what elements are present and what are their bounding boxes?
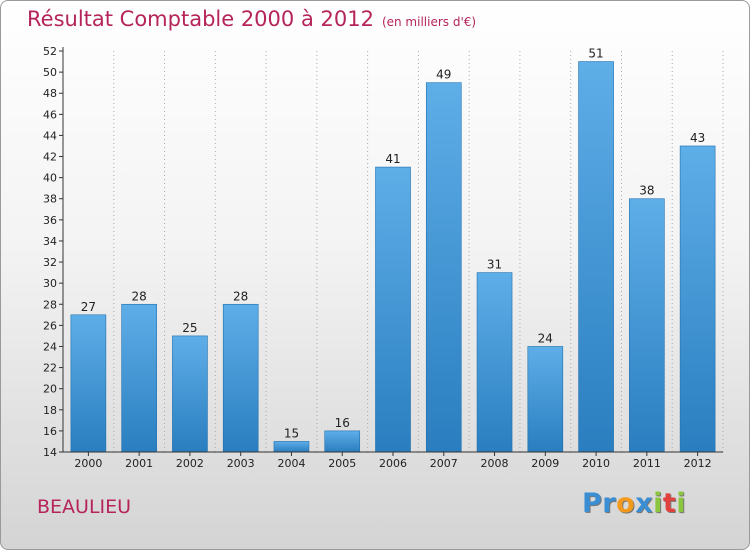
y-tick-label: 24: [43, 340, 57, 353]
x-tick-label-2004: 2004: [277, 457, 305, 470]
data-label-2007: 49: [436, 68, 451, 82]
x-tick-label-2006: 2006: [379, 457, 407, 470]
y-tick-label: 52: [43, 45, 57, 58]
x-tick-label-2010: 2010: [582, 457, 610, 470]
bar-2003: [222, 303, 259, 453]
y-tick-label: 30: [43, 277, 57, 290]
chart-title-main: Résultat Comptable 2000 à 2012: [27, 7, 374, 31]
logo-letter: i: [653, 488, 663, 519]
bar-2000: [70, 314, 107, 453]
x-tick-label-2007: 2007: [430, 457, 458, 470]
y-tick-label: 32: [43, 256, 57, 269]
data-label-2008: 31: [487, 258, 502, 272]
y-tick-label: 16: [43, 425, 57, 438]
x-tick-label-2011: 2011: [633, 457, 661, 470]
bar-2012: [679, 145, 716, 453]
logo-letter: r: [602, 488, 617, 519]
y-tick-label: 46: [43, 108, 57, 121]
bar-2008: [476, 272, 513, 453]
logo-letter: o: [616, 488, 636, 519]
data-label-2011: 38: [639, 184, 654, 198]
data-label-2003: 28: [233, 289, 248, 303]
y-tick-label: 36: [43, 214, 57, 227]
data-label-2000: 27: [81, 300, 96, 314]
town-name: BEAULIEU: [37, 496, 132, 518]
bar-2011: [629, 198, 665, 453]
x-tick-label-2000: 2000: [74, 457, 102, 470]
x-tick-label-2008: 2008: [481, 457, 509, 470]
logo-letter: x: [635, 488, 654, 519]
x-tick-label-2002: 2002: [176, 457, 204, 470]
grid-lines: [62, 51, 724, 452]
y-tick-label: 22: [43, 362, 57, 375]
x-tick-label-2003: 2003: [227, 457, 255, 470]
bar-2006: [375, 166, 411, 453]
y-tick-label: 18: [43, 404, 57, 417]
axes: 14 16 18 20 22 24 26 28 30 32 34 36 38 40 42 44 46 48 50 52…: [43, 45, 723, 470]
y-tick-label: 26: [43, 319, 57, 332]
chart-title: Résultat Comptable 2000 à 2012 (en millie…: [27, 7, 476, 31]
bar-2005: [324, 430, 361, 453]
y-tick-label: 14: [43, 446, 57, 459]
y-tick-label: 44: [43, 129, 57, 142]
logo-letter: t: [662, 488, 677, 519]
data-label-2012: 43: [690, 131, 705, 145]
bar-2002: [172, 335, 208, 453]
y-tick-label: 34: [43, 235, 57, 248]
y-tick-label: 40: [43, 172, 57, 185]
proxiti-logo[interactable]: Proxiti: [582, 488, 686, 519]
data-label-2005: 16: [335, 416, 350, 430]
data-label-2004: 15: [284, 426, 299, 440]
y-tick-label: 20: [43, 383, 57, 396]
bar-2004: [273, 441, 310, 453]
bar-2009: [527, 346, 564, 453]
y-tick-label: 50: [43, 66, 57, 79]
y-tick-label: 48: [43, 87, 57, 100]
data-label-2001: 28: [132, 289, 147, 303]
bar-2007: [425, 82, 462, 453]
x-tick-label-2012: 2012: [684, 457, 712, 470]
data-label-2009: 24: [538, 331, 553, 345]
bar-2010: [578, 61, 614, 453]
data-label-2002: 25: [182, 321, 197, 335]
data-label-2010: 51: [588, 47, 603, 61]
x-tick-label-2001: 2001: [125, 457, 153, 470]
data-labels: 27 28 25 28 15 16 41 49 31 24 51 38 43: [81, 47, 706, 441]
chart-subtitle: (en milliers d'€): [381, 15, 477, 29]
data-label-2006: 41: [385, 152, 400, 166]
logo-letter: P: [582, 488, 603, 519]
bars: [70, 61, 716, 453]
x-tick-label-2009: 2009: [531, 457, 559, 470]
y-tick-label: 38: [43, 193, 57, 206]
bar-2001: [121, 303, 157, 453]
logo-letter: i: [676, 488, 687, 519]
x-tick-label-2005: 2005: [328, 457, 356, 470]
y-tick-label: 28: [43, 298, 57, 311]
y-tick-label: 42: [43, 151, 57, 164]
